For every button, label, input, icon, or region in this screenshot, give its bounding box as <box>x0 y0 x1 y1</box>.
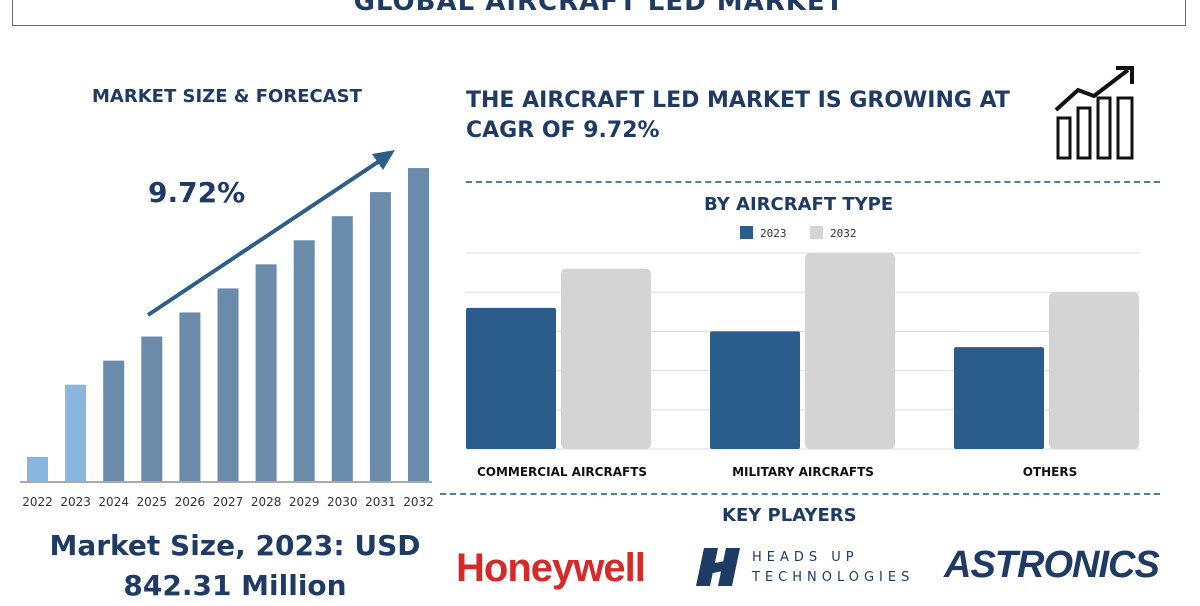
key-players-heading: KEY PLAYERS <box>722 505 857 526</box>
cagr-annotation: 9.72% <box>148 176 246 209</box>
divider-top <box>466 181 1160 183</box>
market-size-line2: 842.31 Million <box>123 569 347 602</box>
heads-up-line1: HEADS UP <box>752 550 859 565</box>
forecast-tick-2031: 2031 <box>365 495 396 509</box>
aircraft-type-heading: BY AIRCRAFT TYPE <box>704 194 894 215</box>
market-size-line1: Market Size, 2023: USD <box>49 529 421 562</box>
aircraft-type-chart: COMMERCIAL AIRCRAFTS MILITARY AIRCRAFTS OT… <box>466 226 1140 479</box>
forecast-bar-2028 <box>255 264 277 481</box>
forecast-bar-2032 <box>408 168 429 481</box>
forecast-chart: 2022 2023 2024 2025 2026 2027 2028 2029 2030 2031… <box>20 150 434 509</box>
legend-swatch-2023 <box>740 226 753 239</box>
heads-up-line2: TECHNOLOGIES <box>752 570 915 585</box>
type-bar-2032-0 <box>561 268 651 449</box>
type-bar-2032-1 <box>805 253 895 449</box>
forecast-tick-2026: 2026 <box>175 495 206 509</box>
legend-label-2032: 2032 <box>830 227 857 240</box>
type-bar-2023-2 <box>954 347 1044 449</box>
forecast-bar-2030 <box>331 216 353 482</box>
type-category-label-2: OTHERS <box>1023 465 1078 479</box>
forecast-bar-2031 <box>369 192 391 481</box>
forecast-bar-2022 <box>27 456 48 481</box>
type-bar-2032-2 <box>1049 292 1139 449</box>
type-bar-2023-1 <box>710 331 800 449</box>
forecast-bar-2023 <box>65 384 87 481</box>
forecast-tick-2027: 2027 <box>213 495 244 509</box>
forecast-bar-2027 <box>217 288 239 481</box>
forecast-bar-2029 <box>293 240 315 481</box>
forecast-tick-2024: 2024 <box>98 495 129 509</box>
title-banner: GLOBAL AIRCRAFT LED MARKET <box>12 0 1186 26</box>
type-category-label-0: COMMERCIAL AIRCRAFTS <box>477 465 647 479</box>
trend-arrow-line <box>146 156 386 317</box>
forecast-tick-2028: 2028 <box>251 495 282 509</box>
page-title: GLOBAL AIRCRAFT LED MARKET <box>353 0 845 17</box>
growth-heading: THE AIRCRAFT LED MARKET IS GROWING AT CA… <box>466 88 1010 143</box>
type-category-label-1: MILITARY AIRCRAFTS <box>732 465 874 479</box>
market-size-statement: Market Size, 2023: USD 842.31 Million <box>10 526 460 606</box>
forecast-bar-2026 <box>179 312 201 481</box>
legend-label-2023: 2023 <box>760 227 787 240</box>
forecast-bar-2024 <box>103 360 125 481</box>
forecast-tick-2029: 2029 <box>289 495 320 509</box>
divider-bottom <box>440 493 1160 495</box>
forecast-tick-2025: 2025 <box>137 495 168 509</box>
forecast-tick-2032: 2032 <box>403 495 434 509</box>
forecast-tick-2030: 2030 <box>327 495 358 509</box>
trend-arrow-icon <box>372 150 395 170</box>
forecast-bar-2025 <box>141 336 163 481</box>
legend-swatch-2032 <box>810 226 823 239</box>
honeywell-logo: Honeywell <box>456 546 646 590</box>
heads-up-technologies-logo: HEADS UP TECHNOLOGIES <box>696 548 936 588</box>
forecast-tick-2023: 2023 <box>60 495 91 509</box>
forecast-heading: MARKET SIZE & FORECAST <box>92 86 362 107</box>
astronics-logo: ASTRONICS <box>944 544 1160 586</box>
forecast-tick-2022: 2022 <box>22 495 53 509</box>
heads-up-mark-icon <box>696 548 740 586</box>
type-bar-2023-0 <box>466 307 556 449</box>
bar-chart-growth-icon <box>1054 66 1134 160</box>
